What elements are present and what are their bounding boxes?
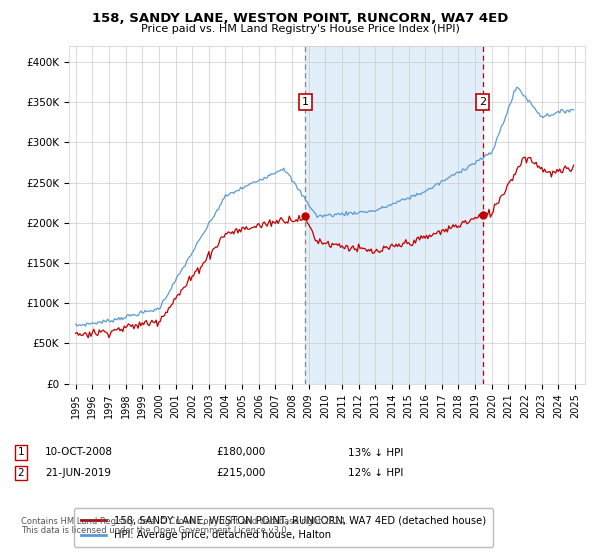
Text: 2: 2 <box>17 468 25 478</box>
Text: 21-JUN-2019: 21-JUN-2019 <box>45 468 111 478</box>
Text: 158, SANDY LANE, WESTON POINT, RUNCORN, WA7 4ED: 158, SANDY LANE, WESTON POINT, RUNCORN, … <box>92 12 508 25</box>
Text: £180,000: £180,000 <box>216 447 265 458</box>
Text: 13% ↓ HPI: 13% ↓ HPI <box>348 447 403 458</box>
Text: This data is licensed under the Open Government Licence v3.0.: This data is licensed under the Open Gov… <box>21 526 289 535</box>
Text: 2: 2 <box>479 97 487 107</box>
Text: 10-OCT-2008: 10-OCT-2008 <box>45 447 113 458</box>
Legend: 158, SANDY LANE, WESTON POINT, RUNCORN, WA7 4ED (detached house), HPI: Average p: 158, SANDY LANE, WESTON POINT, RUNCORN, … <box>74 508 493 548</box>
Text: 12% ↓ HPI: 12% ↓ HPI <box>348 468 403 478</box>
Bar <box>305 46 483 384</box>
Text: £215,000: £215,000 <box>216 468 265 478</box>
Text: Price paid vs. HM Land Registry's House Price Index (HPI): Price paid vs. HM Land Registry's House … <box>140 24 460 34</box>
Text: 1: 1 <box>17 447 25 458</box>
Text: 1: 1 <box>302 97 309 107</box>
Text: Contains HM Land Registry data © Crown copyright and database right 2024.: Contains HM Land Registry data © Crown c… <box>21 516 347 526</box>
